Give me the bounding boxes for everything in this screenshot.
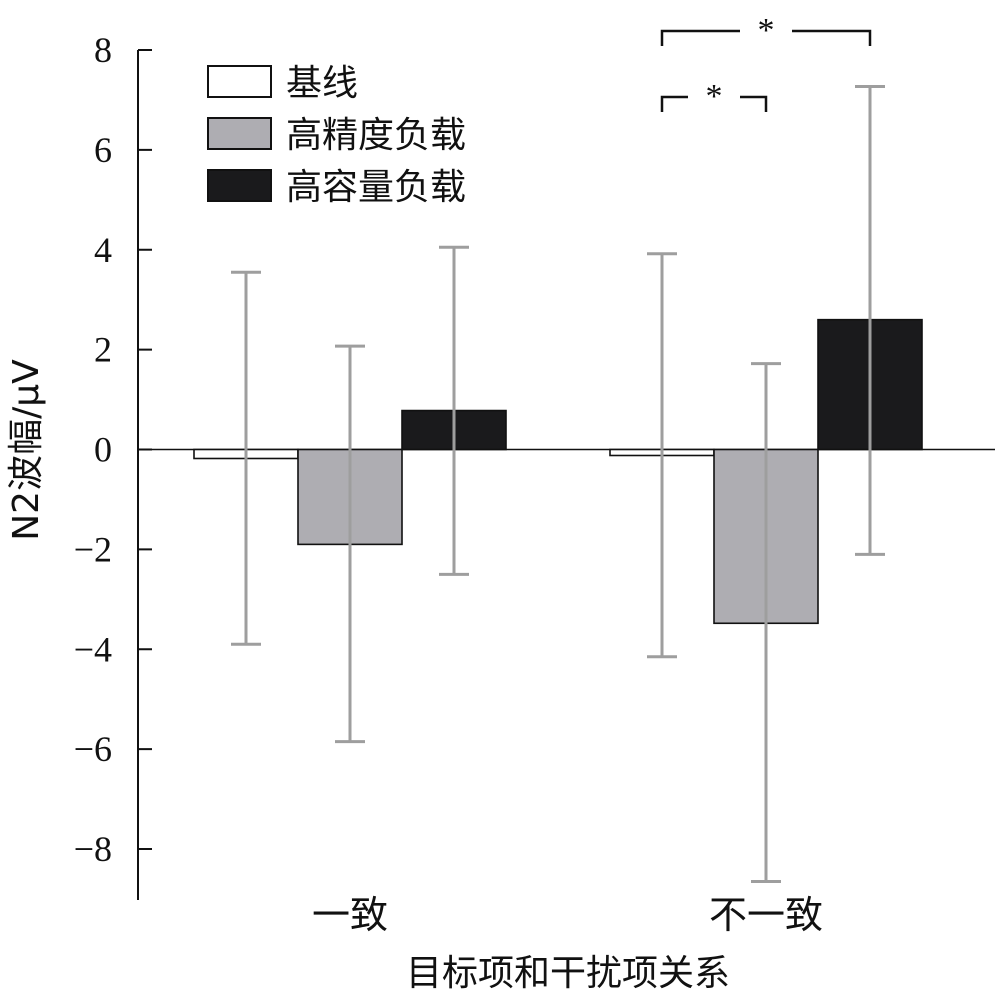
legend-item: 高容量负载	[207, 167, 466, 208]
y-tick-label: −4	[74, 629, 112, 669]
bracket-left	[660, 95, 688, 112]
bracket-right	[792, 29, 872, 46]
significance-label: *	[758, 12, 775, 49]
significance-brackets: **	[660, 12, 872, 115]
y-tick-label: 4	[94, 230, 112, 270]
legend-label: 高容量负载	[286, 167, 466, 208]
bars	[193, 318, 923, 625]
x-category-label: 一致	[312, 893, 388, 937]
y-tick-label: 6	[94, 130, 112, 170]
x-category-label: 不一致	[709, 893, 823, 937]
bracket-right	[740, 95, 768, 112]
legend-swatch	[207, 169, 272, 202]
y-axis-title: N2波幅/μV	[6, 359, 47, 541]
y-tick-label: −2	[74, 529, 112, 569]
legend-label: 基线	[286, 63, 358, 104]
legend-item: 高精度负载	[207, 115, 466, 156]
y-tick-label: −8	[74, 829, 112, 869]
x-axis-title: 目标项和干扰项关系	[406, 953, 730, 994]
significance-bracket: *	[660, 12, 872, 49]
significance-bracket: *	[660, 78, 768, 115]
y-tick-label: 2	[94, 330, 112, 370]
legend-item: 基线	[207, 63, 358, 104]
y-tick-label: −6	[74, 729, 112, 769]
y-tick-label: 0	[94, 430, 112, 470]
significance-label: *	[706, 78, 723, 115]
legend-label: 高精度负载	[286, 115, 466, 156]
y-tick-label: 8	[94, 30, 112, 70]
legend-swatch	[207, 65, 272, 98]
bracket-left	[660, 29, 740, 46]
legend-swatch	[207, 117, 272, 150]
axes: 8 6 4 2 0 −2 −4 −6 −8 一致 不一致	[74, 30, 995, 937]
error-bars	[231, 84, 885, 883]
